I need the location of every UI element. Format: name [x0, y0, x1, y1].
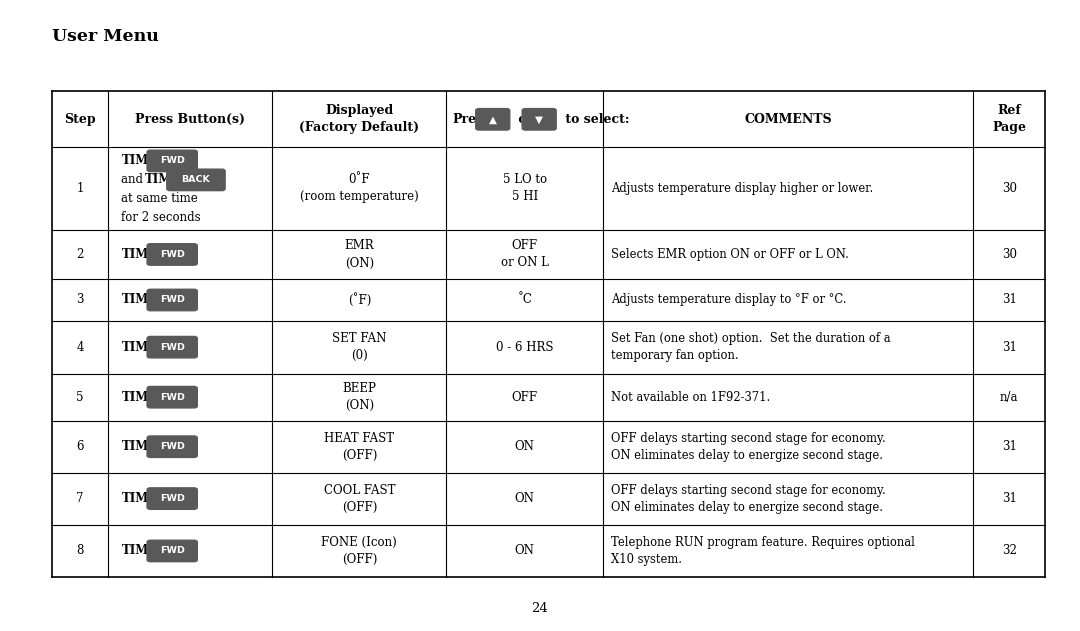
Text: FWD: FWD	[160, 442, 185, 451]
Text: 5 LO to
5 HI: 5 LO to 5 HI	[502, 174, 546, 203]
Text: 1: 1	[77, 182, 84, 195]
Text: FWD: FWD	[160, 343, 185, 351]
Text: OFF delays starting second stage for economy.
ON eliminates delay to energize se: OFF delays starting second stage for eco…	[611, 432, 886, 462]
Text: FWD: FWD	[160, 295, 185, 305]
Text: User Menu: User Menu	[52, 28, 159, 45]
Text: 8: 8	[77, 545, 84, 557]
Text: TIME: TIME	[121, 155, 158, 167]
Text: 31: 31	[1002, 440, 1016, 453]
Text: for 2 seconds: for 2 seconds	[121, 211, 201, 225]
FancyBboxPatch shape	[475, 109, 510, 130]
Text: TIME: TIME	[121, 293, 158, 307]
Text: ON: ON	[515, 440, 535, 453]
Text: COOL FAST
(OFF): COOL FAST (OFF)	[324, 483, 395, 514]
Text: Press Button(s): Press Button(s)	[135, 113, 245, 126]
Text: Displayed
(Factory Default): Displayed (Factory Default)	[299, 104, 419, 134]
FancyBboxPatch shape	[147, 244, 198, 265]
Text: 24: 24	[531, 603, 549, 615]
Text: ON: ON	[515, 492, 535, 505]
FancyBboxPatch shape	[147, 336, 198, 358]
Text: Ref
Page: Ref Page	[993, 104, 1026, 134]
Text: HEAT FAST
(OFF): HEAT FAST (OFF)	[324, 432, 394, 462]
Text: at same time: at same time	[121, 192, 199, 205]
FancyBboxPatch shape	[147, 488, 198, 509]
Text: 31: 31	[1002, 492, 1016, 505]
Text: or: or	[514, 113, 534, 126]
Text: BACK: BACK	[181, 175, 211, 184]
Text: (˚F): (˚F)	[348, 293, 372, 307]
Text: Press: Press	[453, 113, 491, 126]
Text: OFF
or ON L: OFF or ON L	[501, 240, 549, 269]
Text: to select:: to select:	[561, 113, 630, 126]
Text: 2: 2	[77, 248, 84, 261]
Text: Not available on 1F92-371.: Not available on 1F92-371.	[611, 391, 770, 404]
Text: 0˚F
(room temperature): 0˚F (room temperature)	[300, 174, 419, 203]
Text: 30: 30	[1001, 182, 1016, 195]
Text: OFF delays starting second stage for economy.
ON eliminates delay to energize se: OFF delays starting second stage for eco…	[611, 483, 886, 514]
Text: TIME: TIME	[121, 391, 158, 404]
Text: Step: Step	[65, 113, 96, 126]
FancyBboxPatch shape	[522, 109, 556, 130]
Text: SET FAN
(0): SET FAN (0)	[333, 332, 387, 362]
FancyBboxPatch shape	[147, 386, 198, 408]
Text: FWD: FWD	[160, 156, 185, 165]
Text: TIME: TIME	[121, 341, 158, 353]
Text: TIME: TIME	[121, 545, 158, 557]
FancyBboxPatch shape	[147, 436, 198, 457]
Text: 31: 31	[1002, 293, 1016, 307]
Text: TIME: TIME	[121, 492, 158, 505]
Text: 4: 4	[77, 341, 84, 353]
Text: and: and	[121, 174, 147, 186]
Text: ˚C: ˚C	[517, 293, 532, 307]
FancyBboxPatch shape	[147, 150, 198, 172]
Text: n/a: n/a	[1000, 391, 1018, 404]
Text: FWD: FWD	[160, 392, 185, 402]
Text: ▲: ▲	[489, 114, 497, 124]
Text: 5: 5	[77, 391, 84, 404]
Text: 7: 7	[77, 492, 84, 505]
Text: 32: 32	[1002, 545, 1016, 557]
Text: COMMENTS: COMMENTS	[744, 113, 832, 126]
Text: 3: 3	[77, 293, 84, 307]
Text: 6: 6	[77, 440, 84, 453]
Text: TIME: TIME	[121, 248, 158, 261]
Text: EMR
(ON): EMR (ON)	[345, 240, 374, 269]
Text: 31: 31	[1002, 341, 1016, 353]
FancyBboxPatch shape	[147, 540, 198, 562]
Text: BEEP
(ON): BEEP (ON)	[342, 382, 376, 412]
Text: Adjusts temperature display to °F or °C.: Adjusts temperature display to °F or °C.	[611, 293, 847, 307]
Text: Selects EMR option ON or OFF or L ON.: Selects EMR option ON or OFF or L ON.	[611, 248, 849, 261]
Text: OFF: OFF	[512, 391, 538, 404]
Text: Telephone RUN program feature. Requires optional
X10 system.: Telephone RUN program feature. Requires …	[611, 536, 915, 566]
Text: Set Fan (one shot) option.  Set the duration of a
temporary fan option.: Set Fan (one shot) option. Set the durat…	[611, 332, 891, 362]
FancyBboxPatch shape	[147, 289, 198, 310]
Text: TIME: TIME	[145, 174, 181, 186]
FancyBboxPatch shape	[166, 169, 225, 191]
Text: TIME: TIME	[121, 440, 158, 453]
Text: 0 - 6 HRS: 0 - 6 HRS	[496, 341, 554, 353]
Text: FONE (Icon)
(OFF): FONE (Icon) (OFF)	[322, 536, 397, 566]
Text: FWD: FWD	[160, 494, 185, 503]
Text: ▼: ▼	[536, 114, 543, 124]
Text: FWD: FWD	[160, 546, 185, 555]
Text: FWD: FWD	[160, 250, 185, 259]
Text: Adjusts temperature display higher or lower.: Adjusts temperature display higher or lo…	[611, 182, 873, 195]
Text: 30: 30	[1001, 248, 1016, 261]
Text: ON: ON	[515, 545, 535, 557]
